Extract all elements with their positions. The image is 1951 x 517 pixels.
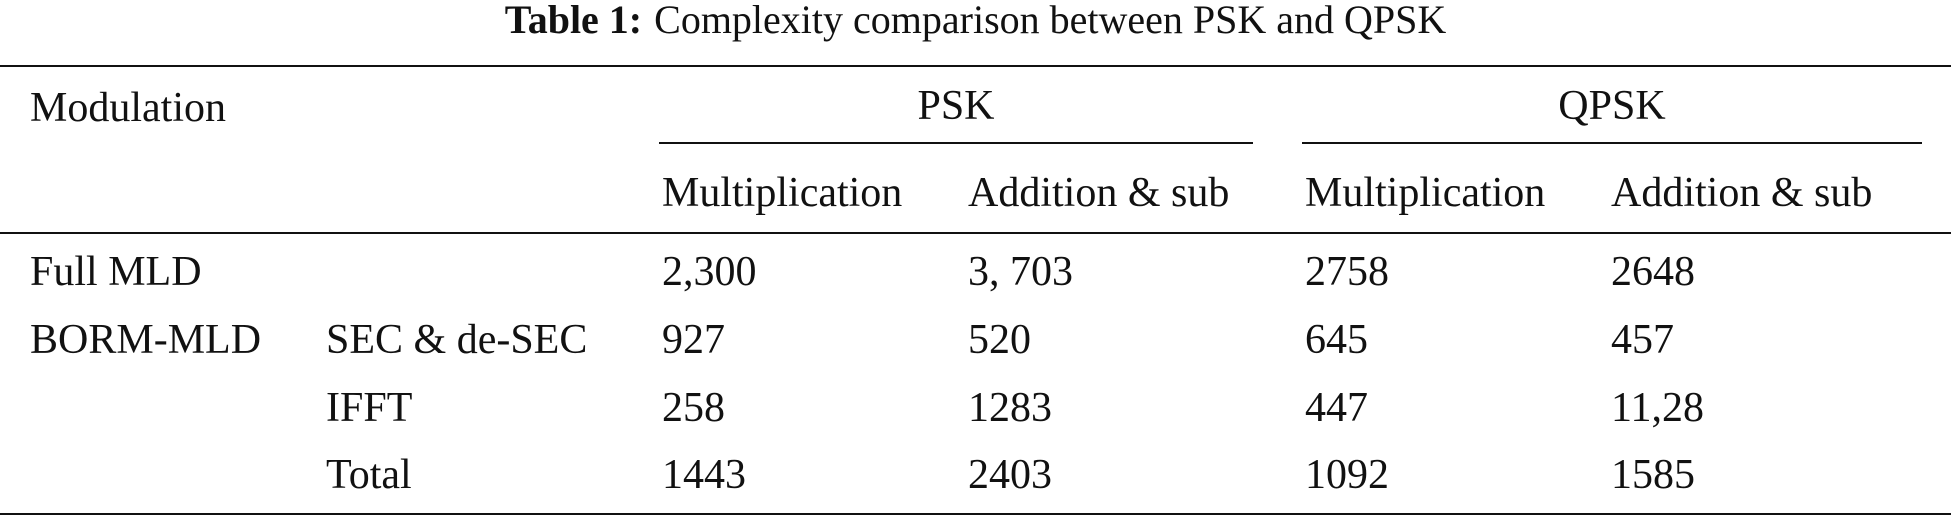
cell: 2758: [1305, 249, 1389, 295]
bottom-rule: [0, 513, 1951, 515]
column-header: Multiplication: [662, 170, 903, 216]
cell: 2,300: [662, 249, 757, 295]
caption-label: Table 1:: [504, 0, 643, 42]
cell: 3, 703: [968, 249, 1073, 295]
group-header: QPSK: [1558, 83, 1666, 129]
cell: 1443: [662, 452, 746, 498]
mid-rule: [0, 232, 1951, 234]
cell: 1283: [968, 385, 1052, 431]
cell: 2403: [968, 452, 1052, 498]
row-header: Modulation: [30, 85, 226, 131]
cell: 520: [968, 317, 1031, 363]
column-header: Multiplication: [1305, 170, 1546, 216]
row-part: SEC & de-SEC: [326, 317, 588, 363]
row-part: Total: [326, 452, 412, 498]
caption-text: Complexity comparison between PSK and QP…: [654, 0, 1447, 42]
cell: 2648: [1611, 249, 1695, 295]
column-header: Addition & sub: [968, 170, 1230, 216]
cell: 645: [1305, 317, 1368, 363]
cell: 1585: [1611, 452, 1695, 498]
row-part: IFFT: [326, 385, 413, 431]
column-header: Addition & sub: [1611, 170, 1873, 216]
cell: 927: [662, 317, 725, 363]
row-method: Full MLD: [30, 249, 202, 295]
group-rule: [659, 142, 1253, 144]
cell: 457: [1611, 317, 1674, 363]
table-caption: Table 1: Complexity comparison between PS…: [0, 0, 1951, 40]
cell: 1092: [1305, 452, 1389, 498]
group-rule: [1302, 142, 1922, 144]
cell: 11,28: [1611, 385, 1704, 431]
cell: 258: [662, 385, 725, 431]
group-header: PSK: [917, 83, 995, 129]
top-rule: [0, 65, 1951, 67]
row-method: BORM-MLD: [30, 317, 262, 363]
cell: 447: [1305, 385, 1368, 431]
